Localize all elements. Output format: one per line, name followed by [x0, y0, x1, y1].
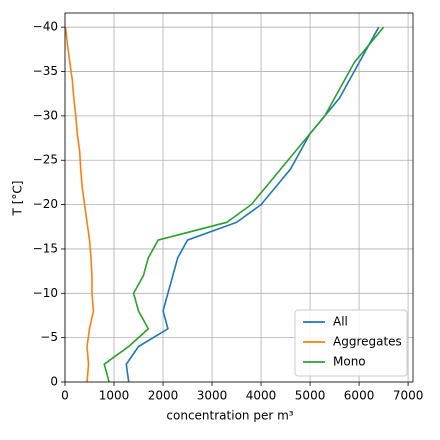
x-tick-label: 5000 [295, 389, 326, 403]
legend-label: Mono [333, 355, 366, 369]
series-line [125, 26, 380, 383]
x-tick-label: 2000 [148, 389, 179, 403]
plot-frame [64, 12, 414, 383]
legend: All Aggregates Mono [294, 309, 408, 377]
x-tick-label: 1000 [99, 389, 130, 403]
x-tick-label: 7000 [393, 389, 424, 403]
y-tick-label: −30 [33, 108, 58, 122]
y-tick-label: 0 [50, 375, 58, 389]
x-tick-label: 3000 [197, 389, 228, 403]
legend-label: Aggregates [333, 335, 402, 349]
x-tick-label: 4000 [246, 389, 277, 403]
y-tick-label: −20 [33, 197, 58, 211]
series-line [64, 27, 95, 383]
x-axis-label: concentration per m³ [166, 409, 293, 423]
x-tick-label: 6000 [344, 389, 375, 403]
x-tick-label: 0 [61, 389, 69, 403]
y-tick-label: −40 [33, 20, 58, 34]
y-tick-label: −25 [33, 153, 58, 167]
y-tick-label: −10 [33, 286, 58, 300]
y-tick-label: −5 [40, 330, 58, 344]
y-tick-label: −35 [33, 64, 58, 78]
legend-box [294, 309, 408, 377]
series-line [103, 26, 385, 383]
y-axis-label: T [°C] [11, 181, 25, 217]
y-tick-label: −15 [33, 241, 58, 255]
legend-label: All [333, 315, 348, 329]
